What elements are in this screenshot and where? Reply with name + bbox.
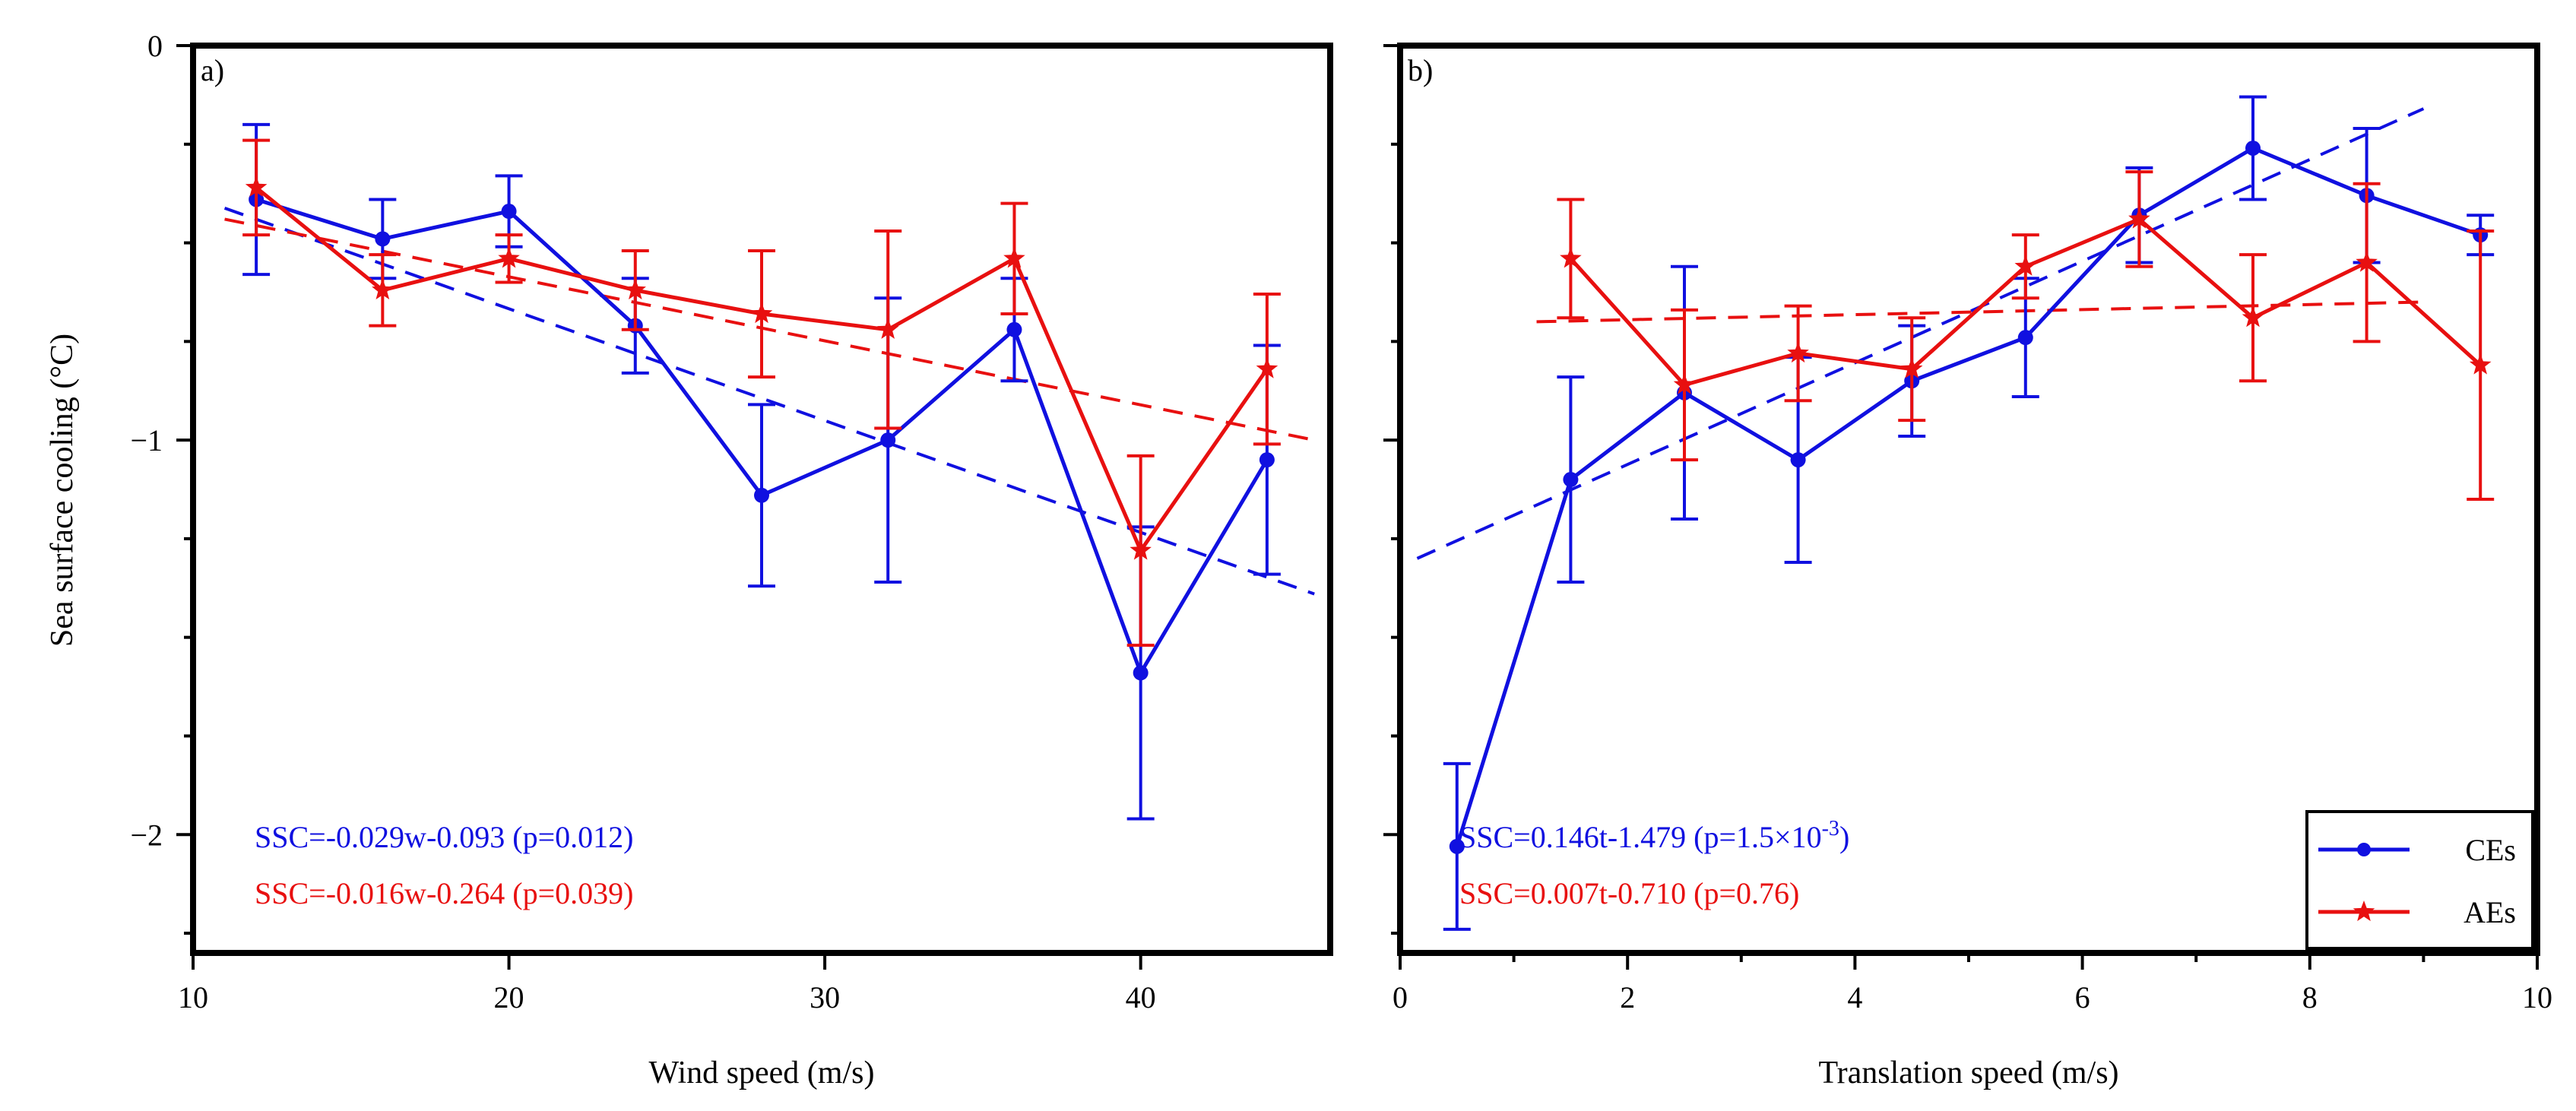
legend-ae-marker xyxy=(2353,901,2375,922)
data-point xyxy=(1003,247,1025,268)
panel-b-x-axis-title: Translation speed (m/s) xyxy=(1818,1056,2118,1090)
data-point xyxy=(2245,140,2261,156)
data-point xyxy=(2017,330,2033,346)
y-tick-label: −1 xyxy=(130,423,163,457)
data-point xyxy=(1259,452,1275,468)
x-tick-label: 10 xyxy=(2522,980,2552,1014)
panel-a-label: a) xyxy=(201,53,224,87)
data-point xyxy=(498,247,520,268)
data-point xyxy=(1256,357,1278,378)
x-tick-label: 2 xyxy=(1620,980,1635,1014)
x-tick-label: 20 xyxy=(494,980,524,1014)
data-point xyxy=(1673,373,1696,394)
data-point xyxy=(1790,452,1806,468)
fit-line xyxy=(1416,107,2425,560)
y-axis-title: Sea surface cooling (°C) xyxy=(45,334,80,647)
data-point xyxy=(245,176,268,197)
data-point xyxy=(1563,472,1579,488)
y-tick-label: −2 xyxy=(130,818,163,852)
data-point xyxy=(1900,357,1923,378)
legend-ce-label: CEs xyxy=(2465,833,2516,867)
panel-b-label: b) xyxy=(1408,53,1433,87)
panel-b: b) 0 2 4 6 8 10 SSC=0.146t-1.479 (p=1.5×10-3)… xyxy=(1383,43,2552,1090)
fit-line xyxy=(1536,300,2424,324)
data-point xyxy=(877,318,899,339)
series-line xyxy=(1455,146,2482,847)
data-point xyxy=(880,432,896,448)
data-point xyxy=(754,487,769,503)
panel-b-axes: 0 2 4 6 8 10 xyxy=(1383,44,2552,1014)
panel-b-equation-ce: SSC=0.146t-1.479 (p=1.5×10-3) xyxy=(1459,817,1849,854)
series-aes xyxy=(1557,170,2495,501)
legend-ce-marker xyxy=(2357,843,2371,856)
data-point xyxy=(1006,321,1022,337)
panel-a-axes: 10 20 30 40 0 −1 −2 xyxy=(130,29,1155,1014)
x-tick-label: 40 xyxy=(1126,980,1156,1014)
data-point xyxy=(2128,207,2150,229)
data-point xyxy=(372,278,394,299)
panel-a-equation-ae: SSC=-0.016w-0.264 (p=0.039) xyxy=(255,876,633,910)
legend: CEs AEs xyxy=(2305,810,2534,950)
legend-box xyxy=(2305,810,2534,950)
panel-a-frame xyxy=(190,43,1333,956)
data-point xyxy=(375,231,391,247)
data-point xyxy=(1130,539,1152,560)
y-tick-label: 0 xyxy=(147,29,163,63)
data-point xyxy=(750,302,773,324)
data-point xyxy=(2469,353,2492,375)
data-point xyxy=(1449,838,1465,854)
data-point xyxy=(2014,255,2037,276)
x-tick-label: 10 xyxy=(178,980,208,1014)
x-tick-label: 8 xyxy=(2302,980,2318,1014)
series-ces xyxy=(242,122,1281,821)
panel-b-series xyxy=(1443,95,2495,931)
data-point xyxy=(501,204,517,220)
panel-a-equation-ce: SSC=-0.029w-0.093 (p=0.012) xyxy=(255,820,633,854)
x-tick-label: 30 xyxy=(810,980,840,1014)
x-tick-label: 0 xyxy=(1393,980,1408,1014)
data-point xyxy=(1560,247,1582,268)
series-aes xyxy=(242,138,1281,647)
legend-ae-label: AEs xyxy=(2464,895,2516,929)
panel-b-equation-ae: SSC=0.007t-0.710 (p=0.76) xyxy=(1459,876,1799,910)
legend-star xyxy=(2353,901,2375,922)
panel-a-series xyxy=(242,122,1281,821)
fit-line xyxy=(224,217,1315,442)
data-point xyxy=(2356,251,2378,272)
x-tick-label: 4 xyxy=(1847,980,1862,1014)
x-tick-label: 6 xyxy=(2075,980,2090,1014)
series-ces xyxy=(1443,95,2495,931)
panel-a: a) 10 20 30 40 0 −1 −2 SSC=-0.029w-0.093 (p=0.… xyxy=(130,29,1333,1090)
data-point xyxy=(624,278,646,299)
data-point xyxy=(1787,341,1809,363)
panel-a-x-axis-title: Wind speed (m/s) xyxy=(649,1056,875,1090)
data-point xyxy=(1133,665,1149,681)
data-point xyxy=(2242,306,2264,328)
